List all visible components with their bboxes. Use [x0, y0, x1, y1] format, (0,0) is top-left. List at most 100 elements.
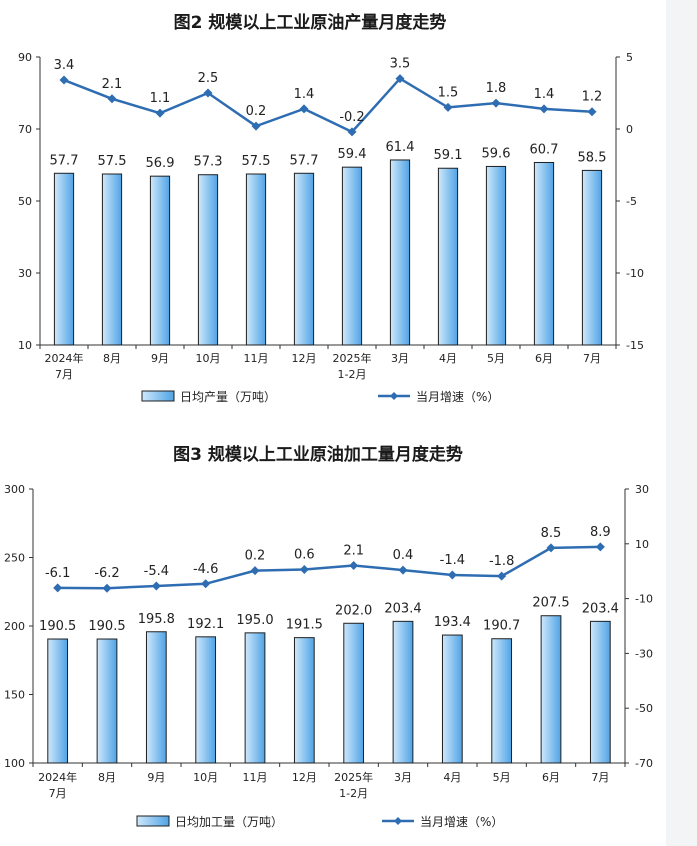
bar	[145, 631, 167, 764]
x-tick-label: 3月	[391, 352, 409, 365]
legend-bar-label: 日均产量（万吨）	[180, 390, 276, 404]
bar	[341, 166, 363, 346]
growth-point	[299, 565, 309, 575]
bar	[195, 636, 217, 764]
growth-value-label: 3.4	[54, 58, 75, 73]
x-tick-label-line2: 1-2月	[338, 368, 367, 381]
growth-point	[251, 121, 261, 131]
x-tick-label: 12月	[292, 771, 317, 784]
bar	[149, 175, 171, 346]
x-tick-label: 2024年	[38, 770, 77, 784]
growth-point	[102, 583, 112, 593]
chart-title: 图2 规模以上工业原油产量月度走势	[174, 12, 447, 33]
y-right-tick-label: -10	[626, 267, 644, 280]
growth-point	[398, 565, 408, 575]
legend-line-marker	[390, 392, 398, 400]
legend-bar-label: 日均加工量（万吨）	[175, 815, 283, 829]
bar	[101, 173, 123, 346]
y-left-tick-label: 30	[18, 267, 32, 280]
bar	[437, 167, 459, 346]
bar-value-label: 195.8	[138, 612, 175, 627]
growth-point	[203, 88, 213, 98]
bar-value-label: 57.5	[242, 154, 271, 169]
x-tick-label: 6月	[535, 352, 553, 365]
growth-value-label: -4.6	[193, 562, 218, 577]
growth-value-label: 2.1	[102, 77, 123, 92]
y-right-tick-label: -10	[635, 593, 653, 606]
growth-point	[395, 74, 405, 84]
y-right-tick-label: -5	[626, 195, 637, 208]
growth-value-label: 3.5	[390, 57, 411, 72]
bar-value-label: 56.9	[146, 156, 175, 171]
chart-title: 图3 规模以上工业原油加工量月度走势	[173, 444, 463, 465]
growth-point	[595, 542, 605, 552]
y-left-tick-label: 150	[4, 689, 25, 702]
bar	[581, 169, 603, 346]
growth-value-label: 2.5	[198, 71, 219, 86]
x-tick-label: 4月	[443, 771, 461, 784]
legend-line-label: 当月增速（%）	[416, 390, 499, 404]
growth-point	[59, 75, 69, 85]
x-tick-label: 10月	[196, 352, 221, 365]
side-panel	[666, 0, 697, 846]
bar-value-label: 59.6	[482, 146, 511, 161]
bar-value-label: 193.4	[434, 615, 471, 630]
growth-value-label: 1.5	[438, 85, 459, 100]
bar-value-label: 202.0	[335, 603, 372, 618]
growth-value-label: 1.2	[582, 90, 603, 105]
growth-point	[443, 102, 453, 112]
x-tick-label: 11月	[243, 771, 268, 784]
x-tick-label: 2025年	[333, 351, 372, 365]
bar	[53, 172, 75, 346]
growth-value-label: 0.6	[294, 548, 315, 563]
growth-point	[250, 566, 260, 576]
x-tick-label-line2: 7月	[55, 368, 73, 381]
y-right-tick-label: 5	[626, 51, 633, 64]
bar-value-label: 190.5	[39, 619, 76, 634]
bar-value-label: 192.1	[187, 617, 224, 632]
bar-value-label: 203.4	[384, 601, 421, 616]
y-left-tick-label: 70	[18, 123, 32, 136]
bar	[389, 159, 411, 346]
chart-crude-oil-processing: 图3 规模以上工业原油加工量月度走势 100 150 200 250 300 -70 -50 -…	[4, 444, 653, 829]
y-left-tick-label: 300	[4, 483, 25, 496]
bar	[540, 615, 562, 764]
y-right-tick-label: 10	[635, 538, 649, 551]
growth-value-label: 1.4	[534, 87, 555, 102]
bar-value-label: 61.4	[386, 140, 415, 155]
x-tick-label: 12月	[292, 352, 317, 365]
growth-value-label: 0.2	[245, 549, 266, 564]
bar	[293, 172, 315, 346]
growth-value-label: 1.4	[294, 87, 315, 102]
chart-crude-oil-output: 图2 规模以上工业原油产量月度走势 10 30 50 70 90 -15 -10 -5 0 5 57.…	[18, 12, 644, 404]
bar	[343, 622, 365, 764]
growth-point	[587, 107, 597, 117]
bar-value-label: 58.5	[578, 150, 607, 165]
bar	[589, 620, 611, 764]
bar	[293, 637, 315, 764]
y-left-tick-label: 250	[4, 552, 25, 565]
growth-point	[491, 98, 501, 108]
bar-value-label: 59.1	[434, 148, 463, 163]
growth-value-label: -1.8	[489, 554, 514, 569]
growth-point	[546, 543, 556, 553]
growth-value-label: 2.1	[343, 543, 364, 558]
y-right-tick-label: 0	[626, 123, 633, 136]
growth-value-label: 0.2	[246, 104, 267, 119]
growth-line	[63, 76, 593, 134]
growth-value-label: -1.4	[440, 553, 465, 568]
bar-value-label: 207.5	[532, 596, 569, 611]
growth-point	[107, 94, 117, 104]
x-tick-label-line2: 7月	[49, 787, 67, 800]
growth-point	[497, 571, 507, 581]
bar	[244, 632, 266, 764]
bar-value-label: 190.7	[483, 619, 520, 634]
growth-point	[447, 570, 457, 580]
bar-value-label: 190.5	[88, 619, 125, 634]
x-tick-label: 7月	[583, 352, 601, 365]
x-tick-label: 7月	[591, 771, 609, 784]
legend-line-marker	[394, 817, 402, 825]
y-right-tick-label: -30	[635, 647, 653, 660]
growth-point	[155, 108, 165, 118]
